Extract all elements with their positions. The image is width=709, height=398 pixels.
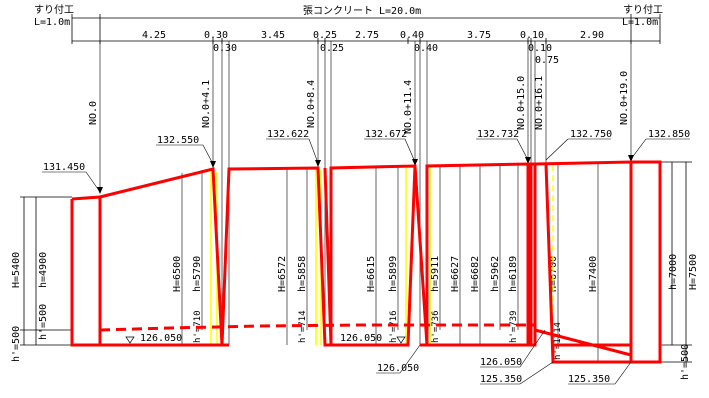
bottom-elevation: 126.050	[140, 333, 182, 344]
left-transition-length: L=1.0m	[34, 17, 70, 28]
station-label: NO.0+4.1	[201, 80, 212, 128]
sub-dim-value: 0.30	[213, 43, 237, 54]
bottom-elevation: 126.050	[377, 363, 419, 374]
height-h: h=5790	[192, 256, 203, 292]
dim-value: 0.25	[313, 30, 337, 41]
bottom-elevation: 125.350	[480, 374, 522, 385]
height-H: H=6500	[172, 256, 183, 292]
elevation-label: 131.450	[43, 162, 85, 173]
dim-value: 0.10	[520, 30, 544, 41]
dim-value: 3.75	[467, 30, 491, 41]
dim-value: 2.75	[355, 30, 379, 41]
footing-h: h'=714	[298, 310, 308, 343]
footing-h: h'=500	[11, 326, 22, 362]
station-label: NO.0+16.1	[534, 76, 545, 130]
elevation-label: 132.750	[570, 129, 612, 140]
right-height-dimensions	[660, 161, 692, 363]
elevation-label: 132.550	[157, 135, 199, 146]
height-h: h=4900	[38, 252, 49, 288]
footing-h: h'=739	[509, 310, 519, 343]
station-label: NO.0+15.0	[516, 76, 527, 130]
sub-dim-value: 0.75	[535, 55, 559, 66]
bottom-elevation: 126.050	[340, 333, 382, 344]
wall-outline[interactable]	[70, 160, 662, 364]
height-H: H=5400	[11, 252, 22, 288]
station-label: NO.0+11.4	[403, 80, 414, 134]
height-H: H=6615	[366, 256, 377, 292]
height-dimension-lines	[181, 163, 599, 362]
height-H: H=7500	[688, 254, 699, 290]
elevation-label: 132.850	[648, 129, 690, 140]
footing-h: h'=736	[431, 310, 441, 343]
dim-value: 4.25	[142, 30, 166, 41]
elevation-label: 132.622	[267, 129, 309, 140]
height-h: h=5899	[388, 256, 399, 292]
height-H: H=7400	[588, 256, 599, 292]
station-label: NO.0	[88, 101, 99, 125]
left-transition-label: すり付工	[34, 3, 74, 16]
footing-h: h'=716	[389, 310, 399, 343]
bottom-elevation: 126.050	[480, 357, 522, 368]
center-concrete-label: 張コンクリート L=20.0m	[303, 5, 421, 17]
footing-h: h'=500	[680, 344, 691, 380]
height-h: h=5858	[297, 256, 308, 292]
height-H: H=6700	[548, 256, 559, 292]
left-height-dimensions	[20, 196, 72, 346]
dim-value: 0.30	[204, 30, 228, 41]
bottom-elevation-leaders	[125, 329, 632, 385]
height-h: h=5911	[430, 256, 441, 292]
footing-h: h'=500	[38, 304, 49, 340]
sub-dim-value: 0.25	[320, 43, 344, 54]
footing-h: h'=1214	[553, 322, 563, 360]
elevation-label: 132.732	[477, 129, 519, 140]
bottom-elevation: 125.350	[568, 374, 610, 385]
sub-dim-value: 0.40	[414, 43, 438, 54]
station-label: NO.0+8.4	[306, 80, 317, 128]
right-transition-label: すり付工	[623, 3, 663, 16]
station-label: NO.0+19.0	[619, 71, 630, 125]
height-H: H=6682	[470, 256, 481, 292]
dim-value: 3.45	[261, 30, 285, 41]
dim-value: 0.40	[400, 30, 424, 41]
height-h: h=6189	[508, 256, 519, 292]
top-elevation-leaders	[42, 138, 690, 193]
right-transition-length: L=1.0m	[622, 17, 658, 28]
height-h: h=7000	[668, 254, 679, 290]
height-h: h=5962	[490, 256, 501, 292]
height-H: H=6572	[277, 256, 288, 292]
dim-value: 2.90	[580, 30, 604, 41]
sub-dim-value: 0.10	[528, 43, 552, 54]
height-H: H=6627	[450, 256, 461, 292]
elevation-label: 132.672	[365, 129, 407, 140]
